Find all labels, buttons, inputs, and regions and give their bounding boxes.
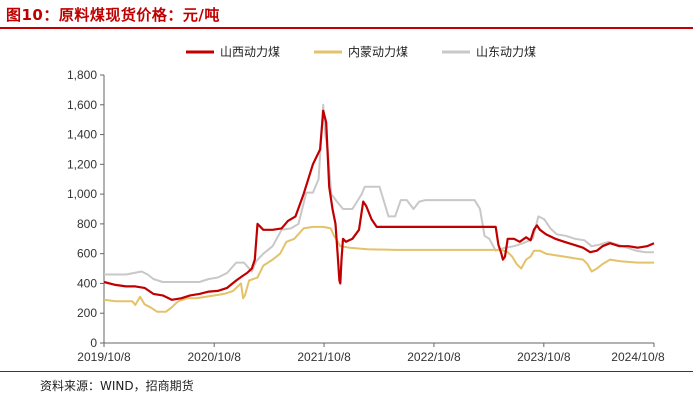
source-note: 资料来源：WIND，招商期货 [40, 379, 194, 393]
title-rule [0, 27, 693, 29]
y-tick-label: 1,600 [67, 98, 97, 112]
x-tick-label: 2019/10/8 [77, 350, 131, 364]
x-tick-label: 2024/10/8 [611, 350, 665, 364]
legend-label-1: 山西动力煤 [220, 45, 280, 59]
series-layer [103, 103, 655, 313]
legend-label-2: 内蒙动力煤 [348, 45, 408, 59]
chart-title: 图10：原料煤现货价格：元/吨 [6, 6, 220, 24]
y-tick-label: 800 [77, 217, 97, 231]
y-tick-label: 400 [77, 276, 97, 290]
x-axis: 2019/10/8 2020/10/8 2021/10/8 2022/10/8 2023… [77, 342, 665, 364]
y-tick-label: 1,800 [67, 68, 97, 82]
y-tick-label: 1,400 [67, 128, 97, 142]
legend-label-3: 山东动力煤 [476, 45, 536, 59]
series-line-3 [104, 103, 654, 283]
legend: 山西动力煤 内蒙动力煤 山东动力煤 [186, 45, 536, 59]
series-line-2 [103, 225, 654, 313]
y-tick-label: 600 [77, 247, 97, 261]
y-axis: 0 200 400 600 800 1,000 1,200 1,400 1,600 1,800 [67, 68, 105, 350]
x-tick-label: 2021/10/8 [297, 350, 351, 364]
y-tick-label: 1,000 [67, 187, 97, 201]
y-tick-label: 1,200 [67, 157, 97, 171]
series-line-1 [103, 109, 655, 301]
bottom-rule [0, 371, 693, 372]
x-tick-label: 2020/10/8 [187, 350, 241, 364]
y-tick-label: 0 [90, 336, 97, 350]
x-tick-label: 2023/10/8 [517, 350, 571, 364]
x-tick-label: 2022/10/8 [407, 350, 461, 364]
y-tick-label: 200 [77, 306, 97, 320]
